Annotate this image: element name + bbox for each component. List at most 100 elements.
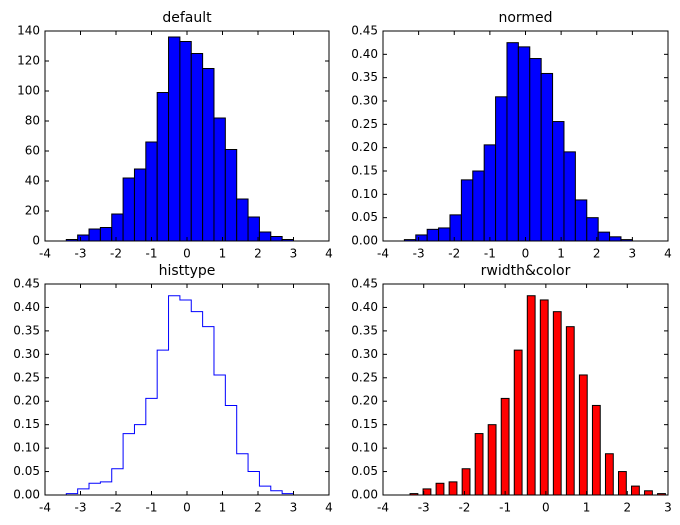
y-tick-label: 0.25 <box>13 370 40 384</box>
y-tick-label: 0 <box>32 234 40 248</box>
bar <box>435 482 445 496</box>
bar <box>472 170 485 242</box>
x-tick-label: 2 <box>623 501 631 515</box>
y-tick-label: 0.45 <box>351 277 378 291</box>
bar <box>415 234 428 242</box>
x-tick-label: 2 <box>254 501 262 515</box>
bar <box>617 471 627 496</box>
y-tick-label: 0.35 <box>351 323 378 337</box>
bar <box>574 199 588 242</box>
bar <box>460 179 474 242</box>
x-tick-label: -1 <box>484 247 496 261</box>
bar <box>513 349 523 496</box>
x-tick-label: -2 <box>458 501 470 515</box>
bar <box>156 92 170 242</box>
x-tick-label: 3 <box>290 247 298 261</box>
x-tick-label: -4 <box>377 501 389 515</box>
y-tick-label: 0.35 <box>13 323 40 337</box>
bar <box>526 295 536 496</box>
x-tick-label: 4 <box>664 247 672 261</box>
y-tick-label: 0.05 <box>13 464 40 478</box>
y-tick-label: 0.30 <box>351 94 378 108</box>
bar <box>517 46 531 242</box>
y-tick-label: 80 <box>25 114 40 128</box>
bar <box>565 326 575 496</box>
y-tick-label: 0.05 <box>351 464 378 478</box>
x-tick-label: 1 <box>583 501 591 515</box>
x-tick-label: -2 <box>110 247 122 261</box>
x-tick-label: 1 <box>557 247 565 261</box>
step-outline <box>65 295 294 495</box>
bar <box>426 228 440 242</box>
bar <box>258 231 272 242</box>
axes-frame <box>382 283 669 496</box>
y-tick-label: 0.00 <box>351 234 378 248</box>
x-tick-label: 1 <box>219 247 227 261</box>
y-tick-label: 0.20 <box>351 394 378 408</box>
bar <box>438 227 451 242</box>
bar <box>578 374 588 496</box>
bar <box>591 404 601 496</box>
bar <box>224 149 238 242</box>
bar <box>270 236 283 242</box>
y-tick-label: 0.45 <box>351 24 378 38</box>
y-tick-label: 0.40 <box>351 300 378 314</box>
subplot-title: default <box>162 10 212 26</box>
y-tick-label: 140 <box>17 24 40 38</box>
y-tick-label: 120 <box>17 54 40 68</box>
bar <box>99 227 113 242</box>
bar <box>631 485 640 496</box>
y-tick-label: 0.05 <box>351 210 378 224</box>
bar <box>597 231 611 242</box>
bar <box>552 121 565 242</box>
x-tick-label: -3 <box>75 247 87 261</box>
y-tick-label: 0.20 <box>351 140 378 154</box>
x-tick-label: 1 <box>219 501 227 515</box>
bar <box>529 58 542 242</box>
x-tick-label: 0 <box>183 501 191 515</box>
bar <box>644 490 653 496</box>
y-tick-label: 0.40 <box>351 47 378 61</box>
bar <box>145 141 158 242</box>
x-tick-label: -1 <box>499 501 511 515</box>
subplot-title: rwidth&color <box>481 263 571 279</box>
x-tick-label: -1 <box>146 501 158 515</box>
x-tick-label: 4 <box>325 247 333 261</box>
y-tick-label: 0.30 <box>13 347 40 361</box>
axes-frame <box>44 283 330 496</box>
x-tick-label: 4 <box>325 501 333 515</box>
bar <box>449 214 462 242</box>
bar <box>122 177 135 242</box>
bar <box>474 433 484 496</box>
bar <box>190 53 204 242</box>
bar <box>88 228 101 242</box>
bar <box>500 397 510 496</box>
bar <box>422 488 432 496</box>
bar <box>540 72 554 242</box>
bar <box>539 299 549 496</box>
y-tick-label: 0.30 <box>351 347 378 361</box>
y-tick-label: 20 <box>25 204 40 218</box>
y-tick-label: 0.40 <box>13 300 40 314</box>
y-tick-label: 0.00 <box>13 488 40 502</box>
y-tick-label: 0.20 <box>13 394 40 408</box>
x-tick-label: 3 <box>664 501 672 515</box>
y-tick-label: 0.10 <box>351 441 378 455</box>
bar <box>133 168 147 242</box>
bar <box>487 424 497 496</box>
y-tick-label: 0.00 <box>351 488 378 502</box>
y-tick-label: 0.15 <box>351 417 378 431</box>
bar <box>77 234 90 242</box>
y-tick-label: 0.45 <box>13 277 40 291</box>
x-tick-label: 0 <box>522 247 530 261</box>
x-tick-label: -2 <box>448 247 460 261</box>
x-tick-label: -3 <box>413 247 425 261</box>
bar <box>448 481 458 496</box>
y-tick-label: 0.15 <box>13 417 40 431</box>
bar <box>552 311 562 496</box>
y-tick-label: 0.25 <box>351 370 378 384</box>
subplot-title: histtype <box>159 263 216 279</box>
bar <box>236 198 249 242</box>
y-tick-label: 0.10 <box>13 441 40 455</box>
